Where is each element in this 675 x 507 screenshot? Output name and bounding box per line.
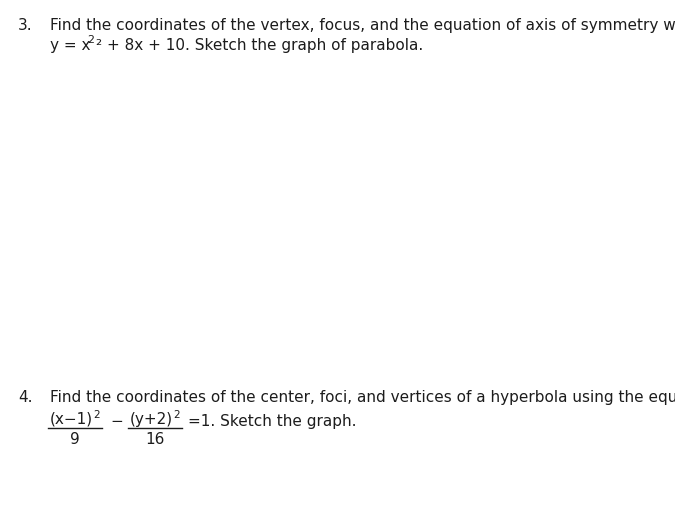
Text: 9: 9 xyxy=(70,432,80,447)
Text: (x−1): (x−1) xyxy=(50,412,93,427)
Text: 2: 2 xyxy=(87,35,94,45)
Text: −: − xyxy=(110,414,123,429)
Text: 2: 2 xyxy=(173,410,180,420)
Text: 4.: 4. xyxy=(18,390,32,405)
Text: =1. Sketch the graph.: =1. Sketch the graph. xyxy=(188,414,356,429)
Text: 16: 16 xyxy=(145,432,165,447)
Text: Find the coordinates of the center, foci, and vertices of a hyperbola using the : Find the coordinates of the center, foci… xyxy=(50,390,675,405)
Text: 2: 2 xyxy=(93,410,100,420)
Text: ² + 8x + 10. Sketch the graph of parabola.: ² + 8x + 10. Sketch the graph of parabol… xyxy=(96,38,423,53)
Text: 3.: 3. xyxy=(18,18,32,33)
Text: y = x: y = x xyxy=(50,38,90,53)
Text: Find the coordinates of the vertex, focus, and the equation of axis of symmetry : Find the coordinates of the vertex, focu… xyxy=(50,18,675,33)
Text: (y+2): (y+2) xyxy=(130,412,173,427)
